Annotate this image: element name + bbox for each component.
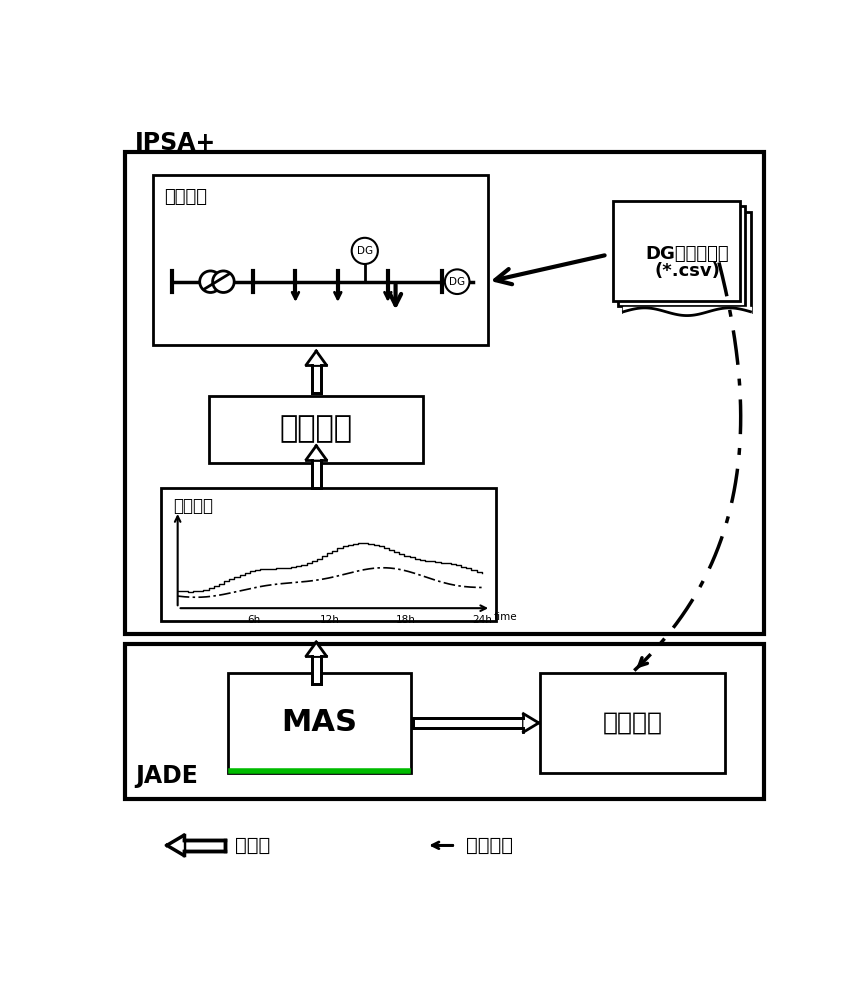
Circle shape: [213, 271, 234, 292]
Text: JADE: JADE: [135, 764, 198, 788]
Polygon shape: [167, 835, 184, 855]
Text: 电压监测: 电压监测: [173, 497, 213, 515]
Text: 网络模型: 网络模型: [164, 188, 207, 206]
Text: DG: DG: [357, 246, 373, 256]
Bar: [540, 673, 725, 773]
Polygon shape: [306, 642, 326, 656]
Circle shape: [352, 238, 378, 264]
Bar: [312, 365, 321, 393]
Text: 6h: 6h: [247, 615, 260, 625]
Bar: [312, 460, 321, 488]
Text: 数据流: 数据流: [235, 836, 271, 855]
Bar: [124, 152, 764, 634]
Text: 潮流计算: 潮流计算: [279, 415, 352, 444]
Bar: [153, 175, 488, 345]
Bar: [613, 201, 740, 301]
Text: 控制信号: 控制信号: [466, 836, 513, 855]
Circle shape: [445, 269, 470, 294]
Bar: [618, 206, 745, 306]
Text: DG: DG: [449, 277, 465, 287]
Bar: [209, 396, 424, 463]
Bar: [124, 644, 764, 799]
Text: 控制策略: 控制策略: [602, 711, 663, 735]
Text: DG及负荷数据: DG及负荷数据: [645, 245, 729, 263]
Polygon shape: [306, 351, 326, 365]
Bar: [161, 488, 496, 620]
Text: 12h: 12h: [319, 615, 339, 625]
Text: IPSA+: IPSA+: [135, 131, 216, 155]
Bar: [227, 673, 411, 773]
Polygon shape: [523, 714, 539, 732]
Polygon shape: [306, 446, 326, 460]
Text: (*.csv): (*.csv): [654, 262, 720, 280]
Text: 18h: 18h: [396, 615, 416, 625]
Text: 24h: 24h: [472, 615, 492, 625]
Circle shape: [200, 271, 221, 292]
Bar: [312, 656, 321, 684]
Bar: [412, 718, 523, 728]
Bar: [184, 840, 225, 851]
Text: MAS: MAS: [281, 708, 358, 737]
Text: time: time: [493, 612, 517, 622]
Bar: [623, 212, 751, 312]
